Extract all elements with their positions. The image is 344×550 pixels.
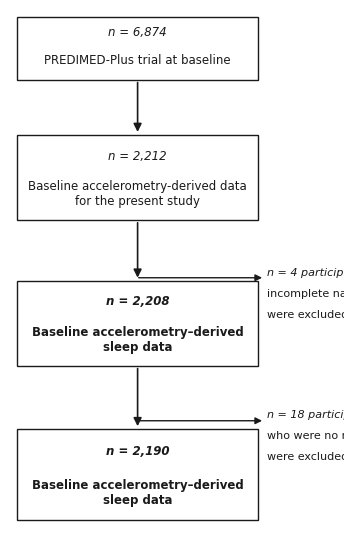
Text: Baseline accelerometry–derived
sleep data: Baseline accelerometry–derived sleep dat… bbox=[32, 326, 244, 354]
Text: n = 2,190: n = 2,190 bbox=[106, 445, 169, 458]
Text: n = 4 participants with: n = 4 participants with bbox=[267, 268, 344, 278]
Text: who were no nappers: who were no nappers bbox=[267, 431, 344, 441]
Text: n = 2,212: n = 2,212 bbox=[108, 150, 167, 163]
Text: were excluded: were excluded bbox=[267, 452, 344, 461]
FancyBboxPatch shape bbox=[17, 135, 258, 220]
Text: incomplete nap data: incomplete nap data bbox=[267, 289, 344, 299]
Text: Baseline accelerometry–derived
sleep data: Baseline accelerometry–derived sleep dat… bbox=[32, 478, 244, 507]
FancyBboxPatch shape bbox=[17, 16, 258, 80]
Text: Baseline accelerometry-derived data
for the present study: Baseline accelerometry-derived data for … bbox=[28, 180, 247, 208]
Text: n = 2,208: n = 2,208 bbox=[106, 295, 169, 309]
Text: were excluded: were excluded bbox=[267, 310, 344, 320]
Text: n = 6,874: n = 6,874 bbox=[108, 26, 167, 39]
FancyBboxPatch shape bbox=[17, 429, 258, 520]
Text: n = 18 participants: n = 18 participants bbox=[267, 410, 344, 420]
Text: PREDIMED-Plus trial at baseline: PREDIMED-Plus trial at baseline bbox=[44, 54, 231, 67]
FancyBboxPatch shape bbox=[17, 280, 258, 366]
